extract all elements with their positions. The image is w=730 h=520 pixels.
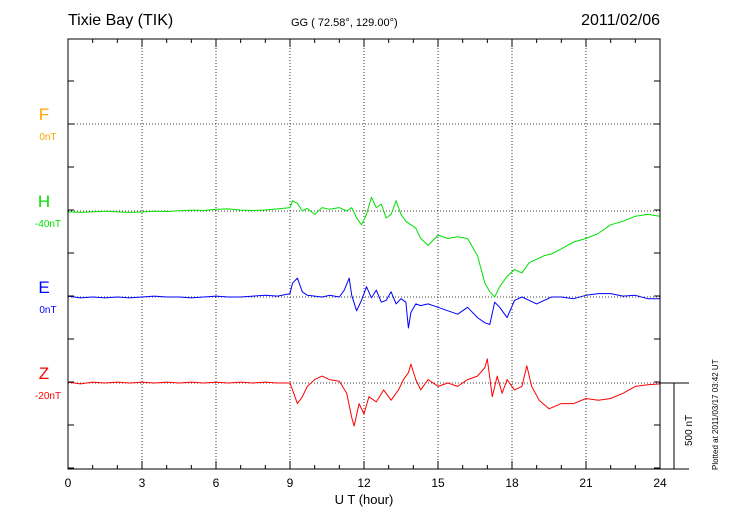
x-tick-label-6: 6 — [213, 476, 220, 490]
x-tick-label-24: 24 — [653, 476, 667, 490]
scale-bar: 500 nT — [660, 382, 695, 470]
geographic-coords: GG ( 72.58°, 129.00°) — [291, 17, 398, 29]
x-tick-label-18: 18 — [505, 476, 519, 490]
series-line-H — [67, 196, 661, 298]
x-tick-label-0: 0 — [65, 476, 72, 490]
axis-ticks — [67, 39, 661, 469]
series-layer — [67, 196, 661, 427]
channel-labels: F 0nT H -40nT E 0nT Z -20nT — [35, 105, 61, 402]
channel-baseline-E: 0nT — [39, 305, 56, 316]
x-tick-label-21: 21 — [579, 476, 593, 490]
channel-baseline-H: -40nT — [35, 219, 61, 230]
channel-label-H: H — [38, 192, 50, 211]
x-tick-label-15: 15 — [431, 476, 445, 490]
x-tick-label-12: 12 — [357, 476, 371, 490]
channel-label-Z: Z — [39, 364, 49, 383]
axis-tick-labels: 0 3 6 9 12 15 18 21 24 — [65, 476, 667, 490]
x-tick-label-9: 9 — [287, 476, 294, 490]
channel-baseline-F: 0nT — [39, 132, 56, 143]
series-line-Z — [67, 358, 661, 427]
channel-baseline-Z: -20nT — [35, 391, 61, 402]
x-axis-label: U T (hour) — [335, 492, 394, 507]
channel-label-F: F — [39, 105, 49, 124]
scale-bar-label: 500 nT — [684, 415, 695, 446]
station-title: Tixie Bay (TIK) — [68, 12, 174, 29]
channel-label-E: E — [38, 278, 49, 297]
series-line-E — [67, 277, 660, 329]
plot-grid — [68, 39, 660, 469]
plot-timestamp: Plotted at 2011/03/17 03:42 UT — [711, 359, 720, 470]
plot-frame — [67, 38, 661, 470]
x-tick-label-3: 3 — [139, 476, 146, 490]
plot-date: 2011/02/06 — [581, 12, 660, 29]
